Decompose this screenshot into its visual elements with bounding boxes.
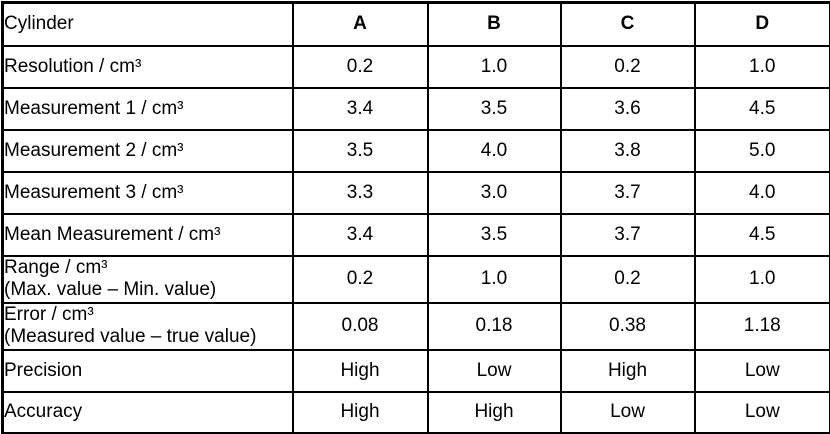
cell-error-b: 0.18 <box>426 301 562 351</box>
table-row-mean-measurement: Mean Measurement / cm³ 3.4 3.5 3.7 4.5 <box>1 212 830 257</box>
cell-measurement2-b: 4.0 <box>426 128 562 173</box>
cell-precision-d: Low <box>693 348 830 393</box>
column-header-a: A <box>291 1 429 47</box>
table-row-accuracy: Accuracy High High Low Low <box>1 390 830 434</box>
cell-precision-b: Low <box>426 348 562 393</box>
table-row-measurement-2: Measurement 2 / cm³ 3.5 4.0 3.8 5.0 <box>1 128 830 173</box>
row-label-accuracy: Accuracy <box>1 390 294 434</box>
row-label-precision: Precision <box>1 348 294 393</box>
cell-error-a: 0.08 <box>291 301 429 351</box>
cell-range-c: 0.2 <box>559 254 696 304</box>
cell-error-c: 0.38 <box>559 301 696 351</box>
cell-precision-a: High <box>291 348 429 393</box>
cell-accuracy-c: Low <box>559 390 696 434</box>
column-header-c: C <box>559 1 696 47</box>
cell-mean-d: 4.5 <box>693 212 830 257</box>
cell-measurement1-b: 3.5 <box>426 86 562 131</box>
table-header-row: Cylinder A B C D <box>1 1 830 47</box>
row-label-error-formula: (Measured value – true value) <box>4 326 257 347</box>
cell-range-a: 0.2 <box>291 254 429 304</box>
row-label-range-title: Range / cm³ <box>4 257 108 278</box>
cell-range-d: 1.0 <box>693 254 830 304</box>
cell-measurement2-a: 3.5 <box>291 128 429 173</box>
cell-range-b: 1.0 <box>426 254 562 304</box>
cell-measurement1-c: 3.6 <box>559 86 696 131</box>
corner-header-cylinder: Cylinder <box>1 1 294 47</box>
row-label-measurement-2: Measurement 2 / cm³ <box>1 128 294 173</box>
cell-mean-a: 3.4 <box>291 212 429 257</box>
table-row-measurement-1: Measurement 1 / cm³ 3.4 3.5 3.6 4.5 <box>1 86 830 131</box>
column-header-b: B <box>426 1 562 47</box>
cell-measurement1-a: 3.4 <box>291 86 429 131</box>
cell-measurement2-c: 3.8 <box>559 128 696 173</box>
cell-measurement1-d: 4.5 <box>693 86 830 131</box>
column-header-d: D <box>693 1 830 47</box>
table-row-measurement-3: Measurement 3 / cm³ 3.3 3.0 3.7 4.0 <box>1 170 830 215</box>
cell-measurement3-c: 3.7 <box>559 170 696 215</box>
row-label-mean-measurement: Mean Measurement / cm³ <box>1 212 294 257</box>
cell-accuracy-b: High <box>426 390 562 434</box>
row-label-error: Error / cm³ (Measured value – true value… <box>1 301 294 351</box>
cell-measurement2-d: 5.0 <box>693 128 830 173</box>
row-label-error-title: Error / cm³ <box>4 304 94 325</box>
row-label-resolution: Resolution / cm³ <box>1 44 294 89</box>
cell-mean-c: 3.7 <box>559 212 696 257</box>
row-label-range: Range / cm³ (Max. value – Min. value) <box>1 254 294 304</box>
row-label-measurement-3: Measurement 3 / cm³ <box>1 170 294 215</box>
cell-measurement3-d: 4.0 <box>693 170 830 215</box>
cell-resolution-a: 0.2 <box>291 44 429 89</box>
cell-mean-b: 3.5 <box>426 212 562 257</box>
cell-accuracy-d: Low <box>693 390 830 434</box>
cell-accuracy-a: High <box>291 390 429 434</box>
table-row-range: Range / cm³ (Max. value – Min. value) 0.… <box>1 254 830 304</box>
cell-precision-c: High <box>559 348 696 393</box>
cell-error-d: 1.18 <box>693 301 830 351</box>
table-row-precision: Precision High Low High Low <box>1 348 830 393</box>
cell-measurement3-b: 3.0 <box>426 170 562 215</box>
cell-resolution-c: 0.2 <box>559 44 696 89</box>
cell-resolution-b: 1.0 <box>426 44 562 89</box>
table-row-resolution: Resolution / cm³ 0.2 1.0 0.2 1.0 <box>1 44 830 89</box>
table-row-error: Error / cm³ (Measured value – true value… <box>1 301 830 351</box>
cell-resolution-d: 1.0 <box>693 44 830 89</box>
row-label-measurement-1: Measurement 1 / cm³ <box>1 86 294 131</box>
cell-measurement3-a: 3.3 <box>291 170 429 215</box>
row-label-range-formula: (Max. value – Min. value) <box>4 279 217 300</box>
